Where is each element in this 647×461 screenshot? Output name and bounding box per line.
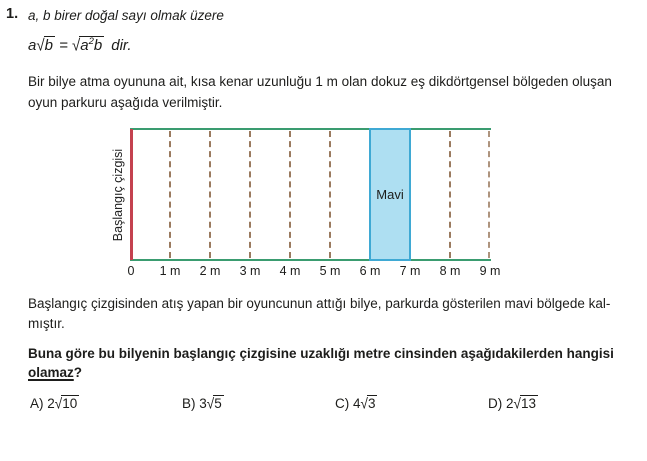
- condition-text: a, b birer doğal sayı olmak üzere: [28, 8, 224, 23]
- option-label: A): [30, 396, 44, 411]
- options-row: A) 2√10 B) 3√5 C) 4√3 D) 2√13: [30, 395, 630, 422]
- game-course-diagram: Başlangıç çizgisi Mavi 0 1 m 2 m 3 m 4 m…: [111, 128, 500, 278]
- course-bottom-border: [130, 259, 491, 261]
- formula-rhs-radicand: a2b: [79, 36, 105, 54]
- radical-sign: √: [72, 36, 81, 55]
- radical-sign: √: [36, 36, 45, 55]
- axis-label-1m: 1 m: [159, 264, 181, 278]
- start-line-label: Başlangıç çizgisi: [111, 148, 125, 241]
- formula-lhs-radical: √b: [36, 36, 55, 55]
- equals-sign: =: [59, 37, 68, 54]
- body-line-1: Başlangıç çizgisinden atış yapan bir oyu…: [28, 296, 611, 311]
- option-d: D) 2√13: [488, 395, 538, 412]
- option-a: A) 2√10: [30, 395, 80, 412]
- formula-suffix: dir.: [111, 37, 132, 54]
- option-coeff: 3: [199, 396, 207, 411]
- rhs-base: a: [80, 37, 89, 54]
- formula-lhs-coeff: a: [28, 37, 37, 54]
- prompt-line-1: Buna göre bu bilyenin başlangıç çizgisin…: [28, 346, 614, 361]
- grid-line-8m: [449, 131, 451, 258]
- blue-region-label: Mavi: [376, 187, 404, 202]
- start-line-label-wrap: Başlangıç çizgisi: [108, 128, 128, 261]
- grid-line-5m: [329, 131, 331, 258]
- formula-rhs-radical: √a2b: [72, 36, 105, 55]
- option-coeff: 2: [506, 396, 514, 411]
- option-coeff: 4: [353, 396, 361, 411]
- prompt-question-mark: ?: [73, 365, 83, 380]
- rhs-var: b: [93, 37, 103, 54]
- prompt-underlined-word: olamaz: [28, 365, 74, 380]
- option-coeff: 2: [47, 396, 55, 411]
- grid-line-1m: [169, 131, 171, 258]
- course-top-border: [130, 128, 491, 130]
- axis-label-5m: 5 m: [319, 264, 341, 278]
- axis-label-7m: 7 m: [399, 264, 421, 278]
- body-paragraph: Başlangıç çizgisinden atış yapan bir oyu…: [28, 294, 610, 334]
- option-b: B) 3√5: [182, 395, 224, 412]
- option-radicand: 10: [61, 395, 80, 411]
- grid-line-4m: [289, 131, 291, 258]
- radical-sign: √: [360, 395, 368, 412]
- axis-label-6m: 6 m: [359, 264, 381, 278]
- axis-label-2m: 2 m: [199, 264, 221, 278]
- body-line-2: mıştır.: [28, 316, 65, 331]
- axis-label-0: 0: [127, 264, 135, 278]
- radical-sign: √: [513, 395, 521, 412]
- blue-region: Mavi: [369, 128, 411, 261]
- prompt-text: Buna göre bu bilyenin başlangıç çizgisin…: [28, 344, 614, 382]
- grid-line-2m: [209, 131, 211, 258]
- axis-label-8m: 8 m: [439, 264, 461, 278]
- intro-paragraph: Bir bilye atma oyununa ait, kısa kenar u…: [28, 71, 612, 113]
- radical-sign: √: [206, 395, 215, 412]
- option-c: C) 4√3: [335, 395, 378, 412]
- course-right-border: [488, 131, 490, 258]
- start-line: [130, 129, 133, 260]
- radical-sign: √: [54, 395, 63, 412]
- axis-label-4m: 4 m: [279, 264, 301, 278]
- formula-lhs-radicand: b: [43, 36, 55, 54]
- option-radicand: 5: [213, 395, 224, 411]
- intro-line-1: Bir bilye atma oyununa ait, kısa kenar u…: [28, 74, 612, 89]
- axis-label-9m: 9 m: [479, 264, 501, 278]
- identity-formula: a√b = √a2b dir.: [28, 36, 132, 55]
- grid-line-3m: [249, 131, 251, 258]
- rhs-exponent: 2: [88, 36, 94, 47]
- question-number: 1.: [6, 6, 19, 22]
- option-label: B): [182, 396, 196, 411]
- intro-line-2: oyun parkuru aşağıda verilmiştir.: [28, 95, 223, 110]
- option-label: C): [335, 396, 350, 411]
- option-label: D): [488, 396, 503, 411]
- option-radicand: 3: [366, 395, 378, 411]
- option-radicand: 13: [519, 395, 538, 411]
- axis-label-3m: 3 m: [239, 264, 261, 278]
